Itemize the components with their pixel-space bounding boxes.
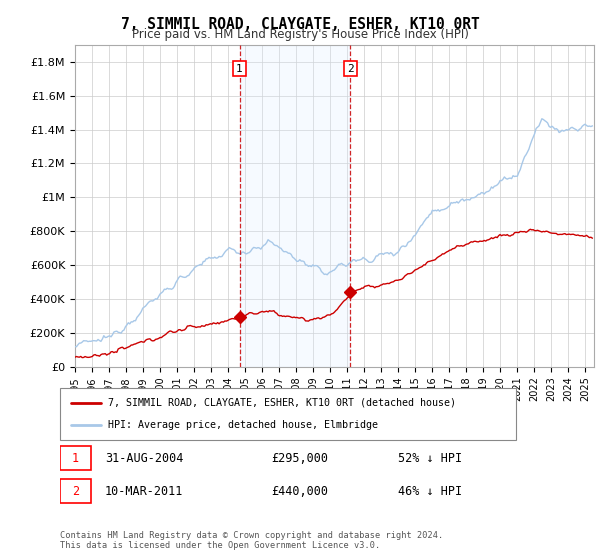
Text: 10-MAR-2011: 10-MAR-2011 [105, 484, 183, 498]
Text: 46% ↓ HPI: 46% ↓ HPI [398, 484, 462, 498]
Text: 1: 1 [236, 63, 243, 73]
FancyBboxPatch shape [60, 446, 91, 470]
Text: 52% ↓ HPI: 52% ↓ HPI [398, 451, 462, 465]
Text: £295,000: £295,000 [271, 451, 328, 465]
FancyBboxPatch shape [60, 479, 91, 503]
Text: 31-AUG-2004: 31-AUG-2004 [105, 451, 183, 465]
Text: 7, SIMMIL ROAD, CLAYGATE, ESHER, KT10 0RT: 7, SIMMIL ROAD, CLAYGATE, ESHER, KT10 0R… [121, 17, 479, 32]
Text: 2: 2 [347, 63, 354, 73]
FancyBboxPatch shape [60, 388, 516, 440]
Text: 2: 2 [72, 484, 79, 498]
Text: 7, SIMMIL ROAD, CLAYGATE, ESHER, KT10 0RT (detached house): 7, SIMMIL ROAD, CLAYGATE, ESHER, KT10 0R… [108, 398, 456, 408]
Text: Price paid vs. HM Land Registry's House Price Index (HPI): Price paid vs. HM Land Registry's House … [131, 28, 469, 41]
Text: HPI: Average price, detached house, Elmbridge: HPI: Average price, detached house, Elmb… [108, 420, 378, 430]
Bar [239, 45, 350, 367]
Text: 1: 1 [72, 451, 79, 465]
Text: Contains HM Land Registry data © Crown copyright and database right 2024.
This d: Contains HM Land Registry data © Crown c… [60, 531, 443, 550]
Text: £440,000: £440,000 [271, 484, 328, 498]
